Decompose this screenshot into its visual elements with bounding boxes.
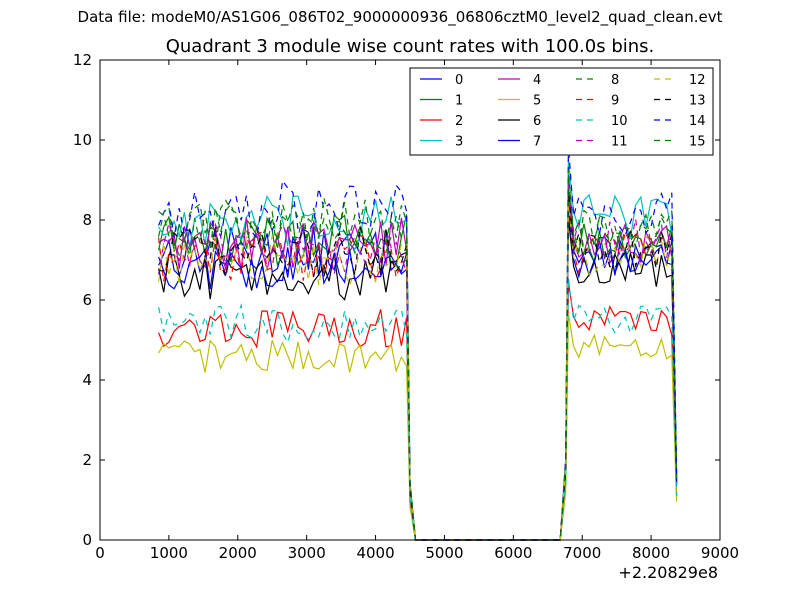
series-line-10: [158, 277, 678, 541]
y-tick-label: 10: [73, 131, 92, 149]
x-tick-label: 6000: [494, 544, 532, 562]
x-tick-label: 7000: [563, 544, 601, 562]
legend-label-4: 4: [533, 73, 541, 88]
x-tick-label: 5000: [425, 544, 463, 562]
legend-label-12: 12: [689, 73, 706, 88]
series-line-9: [158, 197, 678, 541]
x-tick-label: 2000: [219, 544, 257, 562]
series-line-3: [158, 159, 678, 541]
legend-label-11: 11: [611, 135, 628, 150]
series-line-14: [158, 145, 678, 541]
legend-label-2: 2: [455, 114, 463, 129]
series-line-1: [158, 193, 678, 541]
data-file-label: Data file: modeM0/AS1G06_086T02_90000009…: [77, 8, 723, 26]
legend-label-1: 1: [455, 94, 463, 109]
series-line-11: [158, 181, 678, 541]
legend-label-0: 0: [455, 73, 463, 88]
series-line-5: [158, 313, 678, 541]
y-tick-label: 12: [73, 51, 92, 69]
legend-label-5: 5: [533, 94, 541, 109]
legend-label-13: 13: [689, 94, 706, 109]
series-line-7: [158, 208, 678, 541]
series-line-6: [158, 218, 678, 541]
legend-label-7: 7: [533, 135, 541, 150]
series-layer: [158, 145, 678, 541]
y-tick-label: 6: [82, 291, 92, 309]
x-tick-label: 8000: [632, 544, 670, 562]
series-line-2: [158, 282, 678, 541]
legend-label-3: 3: [455, 135, 463, 150]
legend-label-15: 15: [689, 135, 706, 150]
legend-label-10: 10: [611, 114, 628, 129]
chart-title: Quadrant 3 module wise count rates with …: [165, 36, 655, 57]
series-line-8: [158, 174, 678, 541]
ticks-layer: 0 1000 2000 3000 4000 5000 6000 7000 8000 9000 0 2 4…: [73, 51, 739, 562]
legend-label-8: 8: [611, 73, 619, 88]
x-tick-label: 9000: [701, 544, 739, 562]
y-tick-label: 8: [82, 211, 92, 229]
legend-label-6: 6: [533, 114, 541, 129]
x-tick-label: 3000: [288, 544, 326, 562]
x-tick-label: 1000: [150, 544, 188, 562]
series-line-12: [158, 200, 678, 541]
y-tick-label: 2: [82, 451, 92, 469]
legend-label-9: 9: [611, 94, 619, 109]
y-tick-label: 4: [82, 371, 92, 389]
x-tick-label: 4000: [356, 544, 394, 562]
y-tick-label: 0: [82, 531, 92, 549]
legend-label-14: 14: [689, 114, 706, 129]
x-tick-label: 0: [95, 544, 105, 562]
legend-box: [409, 67, 714, 156]
x-offset-label: +2.20829e8: [618, 563, 718, 582]
series-line-15: [158, 169, 678, 541]
